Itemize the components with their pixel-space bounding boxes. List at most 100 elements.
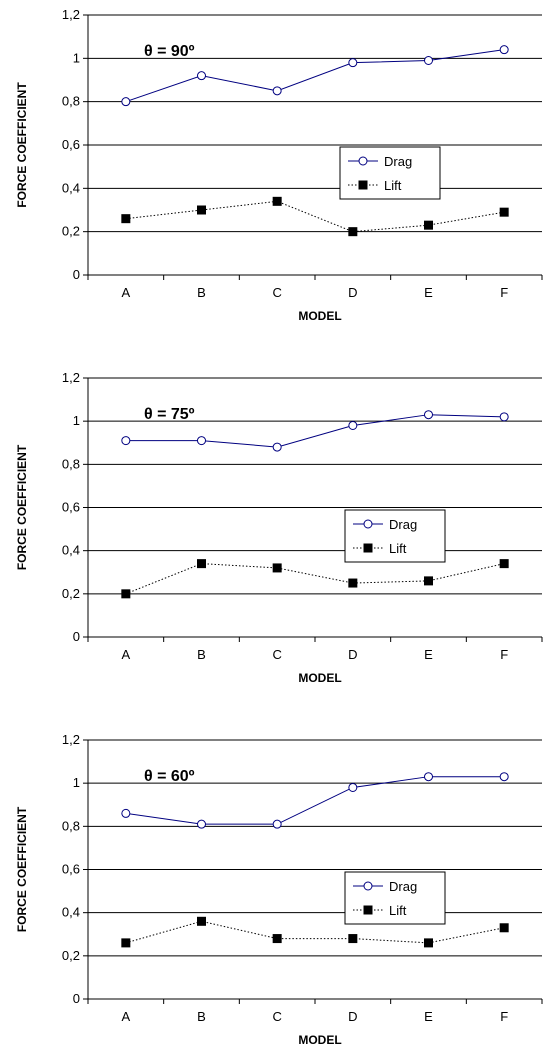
y-tick-label: 1,2 xyxy=(62,370,80,385)
data-point-lift xyxy=(197,916,206,926)
data-point-drag xyxy=(272,819,282,829)
x-tick-label: F xyxy=(500,647,508,662)
y-tick-label: 0,8 xyxy=(62,94,80,109)
legend-marker-drag xyxy=(358,156,368,166)
x-axis-title: MODEL xyxy=(298,671,341,685)
data-point-lift xyxy=(424,576,433,586)
y-tick-label: 0,2 xyxy=(62,224,80,239)
y-tick-label: 1,2 xyxy=(62,732,80,747)
legend-box xyxy=(339,146,441,200)
legend-box xyxy=(344,871,446,925)
legend-label-drag: Drag xyxy=(389,879,417,894)
legend: Drag Lift xyxy=(344,871,446,925)
legend: Drag Lift xyxy=(339,146,441,200)
y-axis-title: FORCE COEFFICIENT xyxy=(15,444,29,570)
legend: Drag Lift xyxy=(344,509,446,563)
x-tick-label: B xyxy=(197,285,206,300)
y-axis-title: FORCE COEFFICIENT xyxy=(15,82,29,208)
y-tick-label: 0,2 xyxy=(62,586,80,601)
series-line-lift xyxy=(125,200,505,233)
data-point-drag xyxy=(272,442,282,452)
y-tick-label: 0 xyxy=(73,629,80,644)
data-point-lift xyxy=(272,563,282,573)
data-point-lift xyxy=(424,220,433,230)
x-tick-label: D xyxy=(348,647,357,662)
y-tick-label: 0,4 xyxy=(62,180,80,195)
y-tick-label: 0,6 xyxy=(62,862,80,877)
series-line-lift xyxy=(125,563,505,595)
data-point-lift xyxy=(424,938,433,948)
data-point-drag xyxy=(121,808,131,818)
y-tick-label: 0 xyxy=(73,991,80,1006)
y-tick-label: 0 xyxy=(73,267,80,282)
chart-1: 0 0,2 0,4 0,6 0,8 1 1,2 A B C D E F MODEL FORCE COEFFI… xyxy=(15,7,543,323)
legend-marker-drag xyxy=(363,519,373,529)
data-point-drag xyxy=(348,782,358,792)
x-tick-label: E xyxy=(424,647,433,662)
data-point-drag xyxy=(121,97,131,107)
y-tick-label: 0,6 xyxy=(62,137,80,152)
legend-marker-lift xyxy=(358,180,368,190)
series-line-lift xyxy=(125,920,505,944)
series-line-drag xyxy=(125,49,505,103)
data-point-lift xyxy=(121,214,131,224)
chart-2: 0 0,2 0,4 0,6 0,8 1 1,2 A B C D E F MODEL FORCE COEFFI… xyxy=(15,370,543,685)
x-tick-label: E xyxy=(424,1009,433,1024)
y-tick-label: 0,6 xyxy=(62,500,80,515)
data-point-lift xyxy=(348,578,358,588)
x-tick-label: B xyxy=(197,1009,206,1024)
data-point-lift xyxy=(197,559,206,569)
data-point-drag xyxy=(499,45,509,55)
data-point-drag xyxy=(197,819,206,829)
x-tick-label: A xyxy=(121,285,130,300)
data-point-drag xyxy=(121,436,131,446)
x-tick-label: F xyxy=(500,1009,508,1024)
data-point-lift xyxy=(121,589,131,599)
y-tick-label: 0,4 xyxy=(62,905,80,920)
data-point-drag xyxy=(424,56,433,65)
legend-marker-lift xyxy=(363,543,373,553)
x-axis-title: MODEL xyxy=(298,1033,341,1047)
data-point-drag xyxy=(348,58,358,68)
series-line-drag xyxy=(125,776,505,825)
data-point-lift xyxy=(499,559,509,569)
legend-label-lift: Lift xyxy=(384,178,402,193)
theta-annotation: θ = 60º xyxy=(144,768,195,785)
x-tick-label: E xyxy=(424,285,433,300)
data-point-lift xyxy=(499,207,509,217)
legend-marker-lift xyxy=(363,905,373,915)
theta-annotation: θ = 75º xyxy=(144,406,195,423)
legend-box xyxy=(344,509,446,563)
x-tick-label: D xyxy=(348,1009,357,1024)
data-point-lift xyxy=(272,196,282,206)
legend-label-lift: Lift xyxy=(389,541,407,556)
data-point-drag xyxy=(424,410,433,420)
legend-label-drag: Drag xyxy=(384,154,412,169)
data-point-drag xyxy=(197,71,206,81)
y-tick-label: 1 xyxy=(73,413,80,428)
data-point-drag xyxy=(499,412,509,422)
x-tick-label: C xyxy=(272,1009,281,1024)
data-point-drag xyxy=(424,772,433,782)
series-line-drag xyxy=(125,414,505,448)
x-tick-label: F xyxy=(500,285,508,300)
legend-label-lift: Lift xyxy=(389,903,407,918)
x-axis-title: MODEL xyxy=(298,309,341,323)
data-point-drag xyxy=(348,420,358,430)
x-tick-label: D xyxy=(348,285,357,300)
y-tick-label: 1 xyxy=(73,50,80,65)
data-point-drag xyxy=(272,86,282,96)
theta-annotation: θ = 90º xyxy=(144,43,195,60)
x-tick-label: C xyxy=(272,647,281,662)
x-tick-label: A xyxy=(121,647,130,662)
data-point-lift xyxy=(348,227,358,237)
y-tick-label: 1 xyxy=(73,775,80,790)
data-point-lift xyxy=(272,934,282,944)
legend-label-drag: Drag xyxy=(389,517,417,532)
y-tick-label: 0,8 xyxy=(62,818,80,833)
data-point-lift xyxy=(348,934,358,944)
y-tick-label: 0,4 xyxy=(62,543,80,558)
data-point-drag xyxy=(197,436,206,446)
y-axis-title: FORCE COEFFICIENT xyxy=(15,806,29,932)
